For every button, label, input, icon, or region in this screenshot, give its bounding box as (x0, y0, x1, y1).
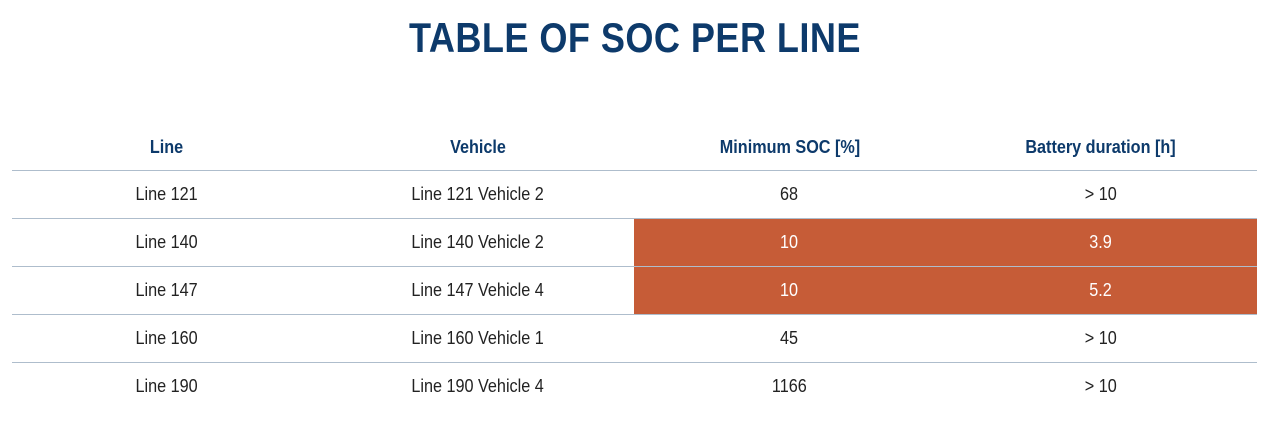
cell-min-soc: 10 (634, 218, 945, 267)
column-header-line: Line (12, 124, 322, 171)
table-header-row: Line Vehicle Minimum SOC [%] Battery dur… (12, 124, 1257, 171)
cell-min-soc-text: 45 (780, 328, 799, 348)
cell-battery-duration-text: > 10 (1084, 184, 1117, 204)
cell-line-text: Line 147 (135, 280, 199, 300)
cell-min-soc: 1166 (634, 363, 945, 411)
cell-min-soc-text: 68 (780, 184, 799, 204)
column-header-min-soc-label: Minimum SOC [%] (719, 136, 860, 157)
cell-vehicle-text: Line 140 Vehicle 2 (411, 232, 545, 252)
cell-vehicle-text: Line 160 Vehicle 1 (411, 328, 545, 348)
table-row: Line 147 Line 147 Vehicle 4 10 5.2 (12, 266, 1257, 315)
page-title: TABLE OF SOC PER LINE (409, 14, 861, 61)
cell-battery-duration: 3.9 (945, 218, 1257, 267)
column-header-min-soc: Minimum SOC [%] (634, 124, 945, 171)
cell-min-soc-text: 10 (780, 280, 799, 300)
cell-vehicle: Line 147 Vehicle 4 (322, 266, 634, 315)
cell-vehicle-text: Line 147 Vehicle 4 (411, 280, 545, 300)
column-header-line-label: Line (150, 136, 184, 157)
cell-min-soc: 68 (634, 170, 945, 219)
cell-line-text: Line 140 (135, 232, 199, 252)
cell-min-soc-text: 10 (780, 232, 799, 252)
table-row: Line 160 Line 160 Vehicle 1 45 > 10 (12, 314, 1257, 363)
soc-table: Line Vehicle Minimum SOC [%] Battery dur… (12, 124, 1257, 410)
cell-line: Line 140 (12, 218, 322, 267)
cell-battery-duration: > 10 (945, 170, 1257, 219)
cell-line: Line 121 (12, 170, 322, 219)
column-header-battery-duration: Battery duration [h] (945, 124, 1257, 171)
cell-vehicle-text: Line 190 Vehicle 4 (411, 376, 545, 396)
cell-vehicle: Line 121 Vehicle 2 (322, 170, 634, 219)
cell-battery-duration-text: > 10 (1084, 376, 1117, 396)
cell-min-soc: 10 (634, 266, 945, 315)
cell-battery-duration: > 10 (945, 314, 1257, 363)
cell-line-text: Line 121 (135, 184, 199, 204)
table-row: Line 190 Line 190 Vehicle 4 1166 > 10 (12, 363, 1257, 411)
cell-vehicle: Line 190 Vehicle 4 (322, 363, 634, 411)
cell-battery-duration: > 10 (945, 363, 1257, 411)
cell-line-text: Line 160 (135, 328, 199, 348)
cell-line-text: Line 190 (135, 376, 199, 396)
cell-vehicle: Line 140 Vehicle 2 (322, 218, 634, 267)
column-header-vehicle-label: Vehicle (450, 136, 506, 157)
table-row: Line 140 Line 140 Vehicle 2 10 3.9 (12, 218, 1257, 267)
cell-line: Line 160 (12, 314, 322, 363)
table-row: Line 121 Line 121 Vehicle 2 68 > 10 (12, 170, 1257, 219)
cell-min-soc: 45 (634, 314, 945, 363)
cell-min-soc-text: 1166 (772, 376, 807, 396)
cell-battery-duration-text: 5.2 (1089, 280, 1113, 300)
cell-battery-duration-text: 3.9 (1089, 232, 1113, 252)
cell-vehicle: Line 160 Vehicle 1 (322, 314, 634, 363)
cell-line: Line 190 (12, 363, 322, 411)
cell-battery-duration: 5.2 (945, 266, 1257, 315)
cell-vehicle-text: Line 121 Vehicle 2 (411, 184, 545, 204)
cell-line: Line 147 (12, 266, 322, 315)
column-header-battery-duration-label: Battery duration [h] (1025, 136, 1177, 157)
column-header-vehicle: Vehicle (322, 124, 634, 171)
cell-battery-duration-text: > 10 (1084, 328, 1117, 348)
